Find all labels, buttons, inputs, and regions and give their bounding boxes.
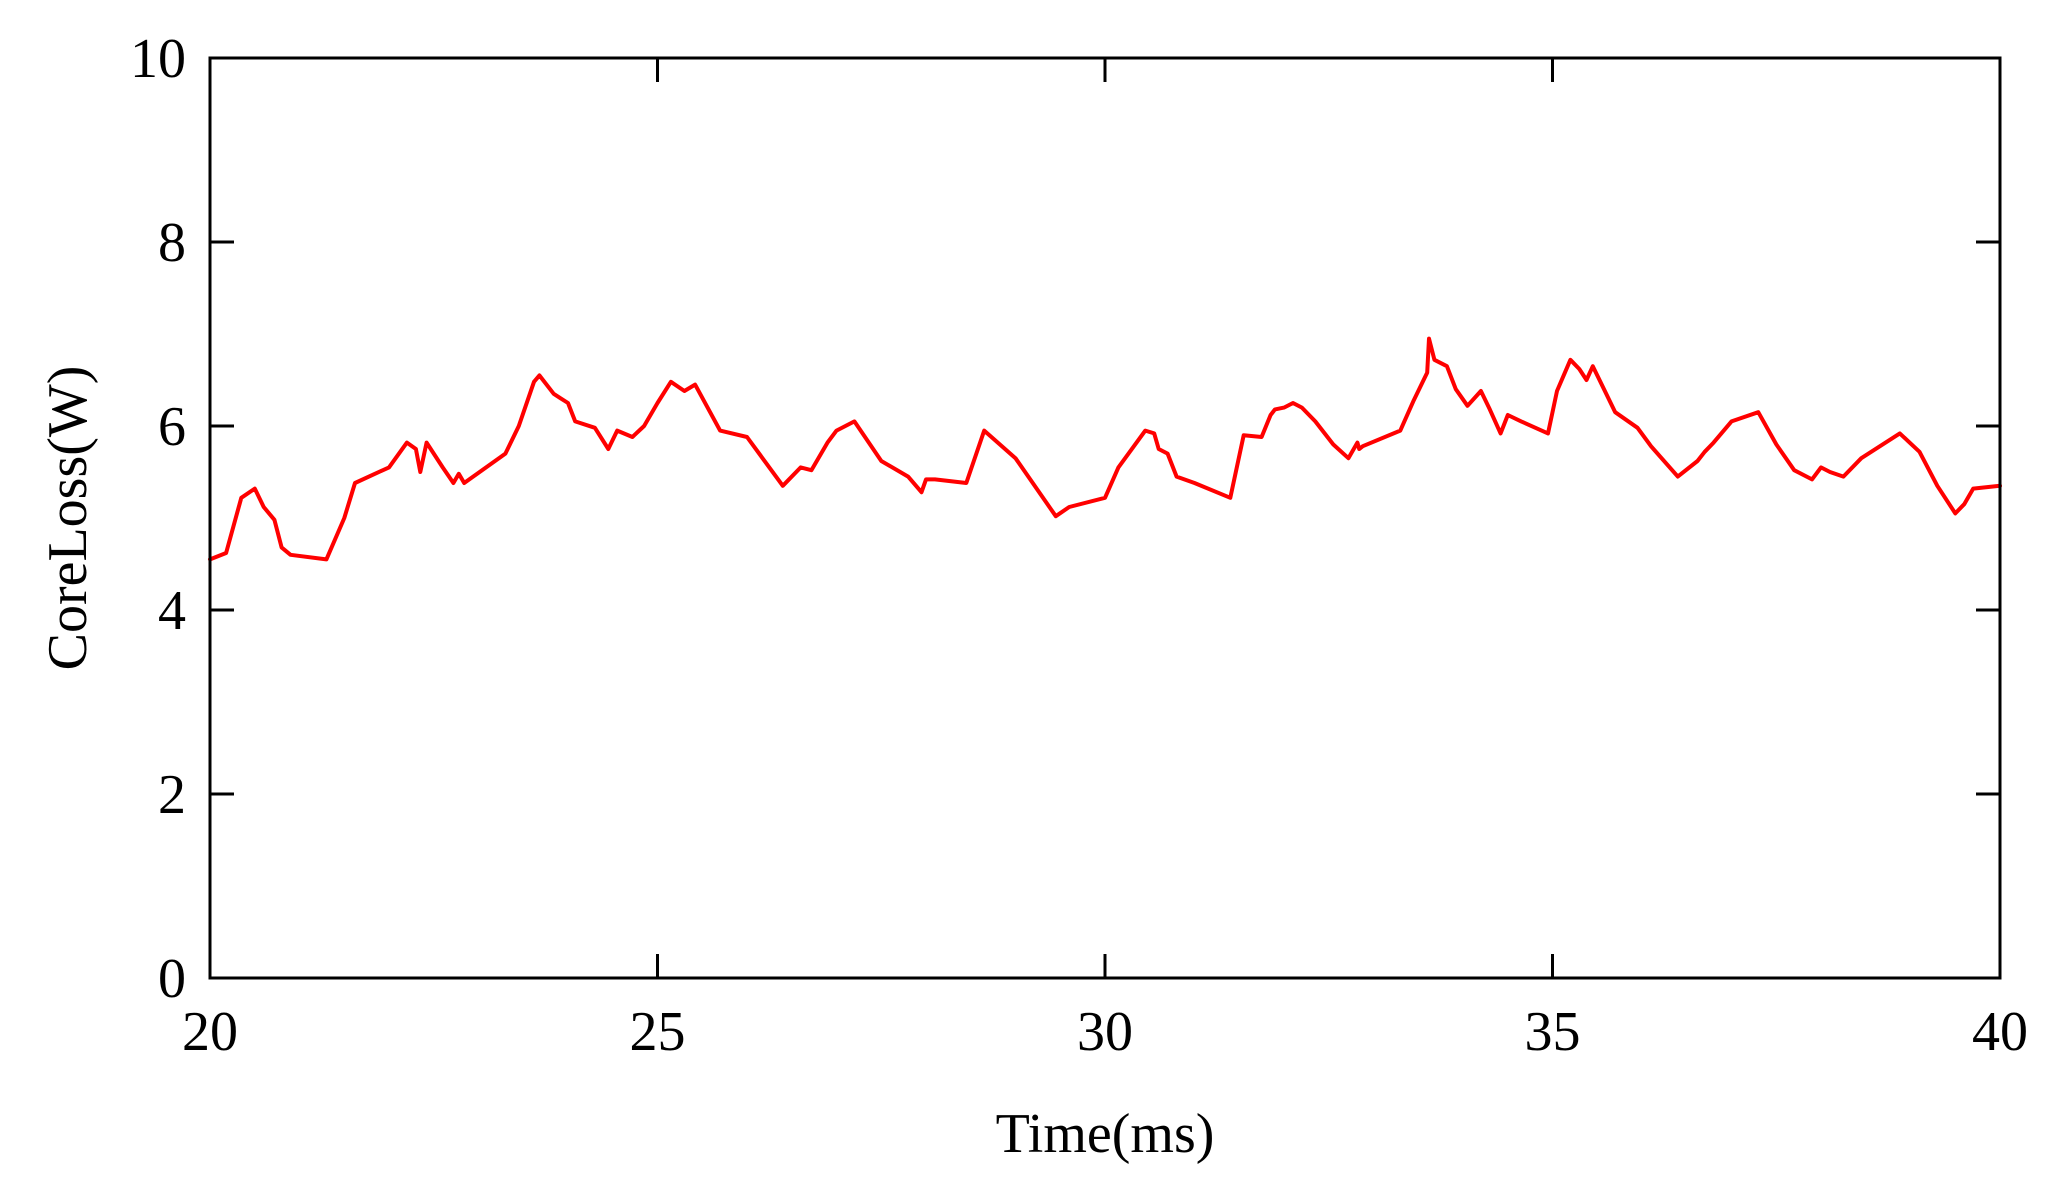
x-tick-label: 20 xyxy=(182,1001,238,1063)
x-tick-label: 30 xyxy=(1077,1001,1133,1063)
y-tick-label: 10 xyxy=(130,28,186,90)
x-tick-label: 40 xyxy=(1972,1001,2028,1063)
series-layer xyxy=(208,336,2002,562)
plot-frame xyxy=(208,56,2002,980)
y-tick-label: 2 xyxy=(158,764,186,826)
y-axis-title: CoreLoss(W) xyxy=(37,366,99,671)
y-tick-label: 8 xyxy=(158,212,186,274)
x-tick-label: 25 xyxy=(630,1001,686,1063)
series-line xyxy=(208,336,2002,562)
x-axis-title: Time(ms) xyxy=(996,1103,1215,1165)
y-tick-label: 4 xyxy=(158,580,186,642)
y-tick-label: 0 xyxy=(158,948,186,1010)
y-tick-label: 6 xyxy=(158,396,186,458)
axis-tick-labels: 20 25 30 35 40 0 2 4 6 8 10 xyxy=(130,28,2028,1063)
x-tick-label: 35 xyxy=(1525,1001,1581,1063)
